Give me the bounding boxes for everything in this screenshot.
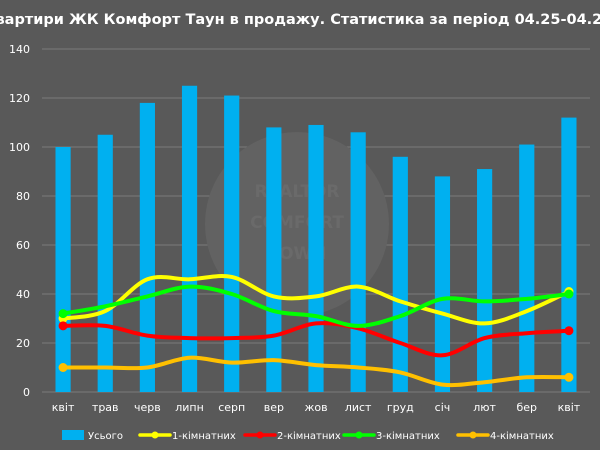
- bar-total: [350, 132, 366, 393]
- series-marker-start: [58, 309, 68, 319]
- x-tick-label: груд: [387, 401, 414, 414]
- y-axis-ticks: 0 20 40 60 80 100 120 140: [9, 43, 30, 399]
- line-series: [58, 273, 574, 388]
- bar-total: [392, 156, 408, 392]
- legend-label: Усього: [88, 431, 123, 442]
- legend-marker: [151, 431, 159, 439]
- x-tick-label: лют: [473, 401, 496, 414]
- bars: [55, 85, 577, 393]
- bar-total: [97, 134, 113, 392]
- bar-total: [477, 169, 493, 392]
- x-tick-label: черв: [134, 401, 161, 414]
- x-tick-label: лист: [345, 401, 372, 414]
- x-tick-label: бер: [516, 401, 537, 414]
- series-marker-end: [564, 289, 574, 299]
- legend-label: 3-кімнатних: [376, 430, 440, 442]
- x-tick-label: серп: [218, 401, 245, 414]
- legend-marker: [469, 431, 477, 439]
- series-line-4: [61, 355, 571, 388]
- legend-marker: [256, 431, 264, 439]
- bar-total: [181, 85, 198, 392]
- y-tick-label: 60: [16, 239, 30, 252]
- bar-total: [139, 102, 155, 393]
- legend-label: 4-кімнатних: [490, 430, 554, 442]
- series-line-2: [61, 321, 571, 358]
- bar-total: [434, 176, 451, 392]
- series-line-3: [61, 284, 571, 328]
- x-tick-label: квіт: [558, 401, 581, 414]
- y-tick-label: 20: [16, 337, 30, 350]
- x-tick-label: вер: [264, 401, 284, 414]
- y-tick-label: 40: [16, 288, 30, 301]
- series-marker-end: [564, 372, 574, 382]
- legend-marker: [355, 431, 363, 439]
- x-axis-ticks: квіт трав черв липн серп вер жов лист груд січ лют…: [52, 401, 581, 414]
- y-tick-label: 100: [9, 141, 30, 154]
- watermark-circle: [205, 132, 389, 316]
- series-marker-start: [58, 363, 68, 372]
- x-tick-label: квіт: [52, 401, 75, 414]
- y-tick-label: 0: [23, 386, 30, 399]
- y-tick-label: 120: [9, 92, 30, 105]
- series-marker-start: [58, 321, 68, 331]
- legend-label: 2-кімнатних: [277, 430, 341, 442]
- series-line-1: [61, 273, 571, 326]
- bar-total: [561, 117, 577, 392]
- x-tick-label: трав: [92, 401, 119, 414]
- bar-total: [308, 124, 324, 392]
- x-tick-label: жов: [304, 401, 327, 414]
- y-tick-label: 140: [9, 43, 30, 56]
- series-marker-end: [564, 326, 574, 336]
- legend-label: 1-кімнатних: [172, 430, 236, 442]
- legend-swatch: [62, 430, 84, 440]
- x-tick-label: липн: [175, 401, 204, 414]
- bar-total: [55, 147, 71, 392]
- bar-total: [224, 95, 240, 393]
- y-tick-label: 80: [16, 190, 30, 203]
- bar-total: [266, 127, 282, 393]
- legend: Усього 1-кімнатних 2-кімнатних 3-кімнатних 4…: [62, 430, 554, 442]
- x-tick-label: січ: [435, 401, 451, 414]
- bar-total: [519, 144, 535, 392]
- watermark-line-2: COMFORT: [250, 213, 344, 233]
- chart-title: Квартири ЖК Комфорт Таун в продажу. Стат…: [0, 12, 600, 28]
